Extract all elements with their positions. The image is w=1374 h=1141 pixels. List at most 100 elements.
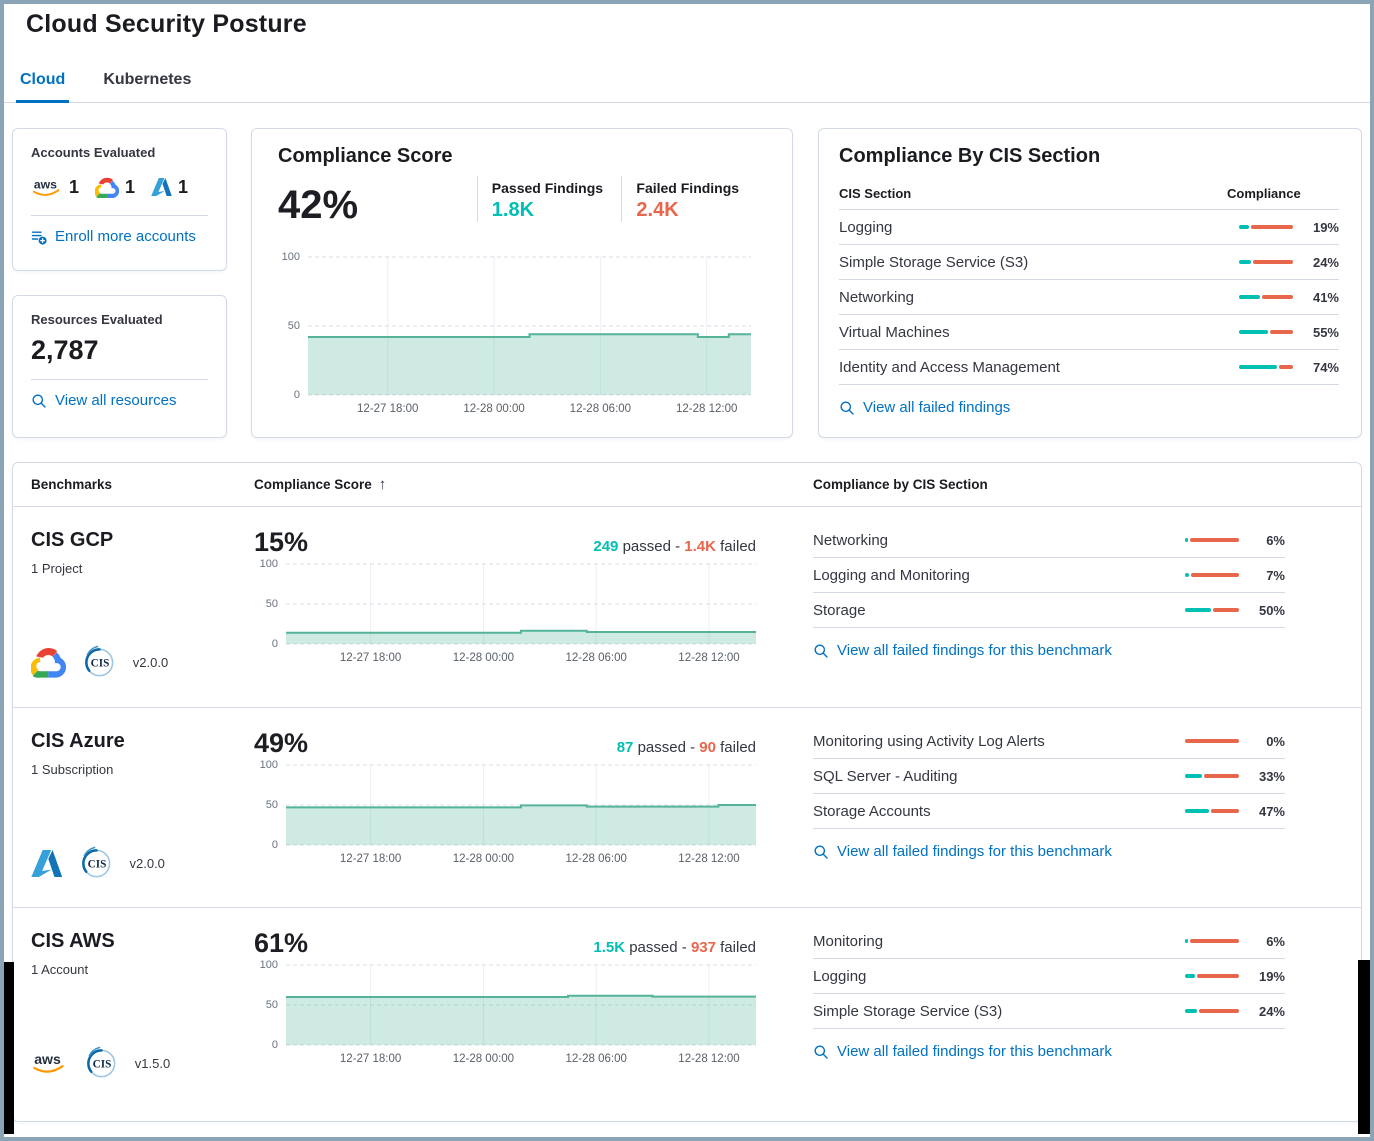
- benchmark-subtitle: 1 Subscription: [31, 762, 114, 777]
- cis-section-name: SQL Server - Auditing: [813, 767, 958, 785]
- cis-section-name: Monitoring using Activity Log Alerts: [813, 732, 1045, 750]
- bar-passed-segment: [1239, 330, 1268, 334]
- compliance-score-card: Compliance Score 42% Passed Findings 1.8…: [251, 128, 793, 438]
- compliance-score-title: Compliance Score: [278, 145, 453, 167]
- y-axis-tick-label: 100: [259, 558, 278, 570]
- bar-failed-segment: [1197, 974, 1239, 978]
- x-axis-tick-label: 12-28 12:00: [678, 652, 740, 664]
- benchmark-logos: CIS v2.0.0: [31, 645, 168, 680]
- compliance-percent: 19%: [1258, 968, 1285, 984]
- tab-kubernetes[interactable]: Kubernetes: [103, 71, 192, 88]
- svg-text:aws: aws: [34, 1052, 61, 1068]
- view-failed-findings-benchmark-link[interactable]: View all failed findings for this benchm…: [813, 843, 1112, 860]
- x-axis-tick-label: 12-28 12:00: [675, 403, 738, 415]
- resources-evaluated-value: 2,787: [31, 335, 99, 365]
- benchmark-cis-sections: Networking 6% Logging and Monitoring 7% …: [807, 507, 1361, 707]
- cis-table-body: Logging 19% Simple Storage Service (S3) …: [839, 210, 1339, 385]
- bar-passed-segment: [1239, 295, 1260, 299]
- compliance-bar: [1239, 260, 1293, 264]
- benchmark-info: CIS Azure 1 Subscription: [13, 708, 254, 907]
- compliance-percent: 6%: [1266, 532, 1285, 548]
- cis-section-name: Monitoring: [813, 932, 884, 950]
- table-row: Logging 19%: [839, 210, 1339, 245]
- benchmark-trend-chart: 0 50 100 12-27 18:00 12-28 00:00 12-28 06:00…: [254, 558, 807, 667]
- view-all-resources-label: View all resources: [55, 392, 177, 409]
- view-failed-findings-benchmark-link[interactable]: View all failed findings for this benchm…: [813, 642, 1112, 659]
- compliance-score-column-header[interactable]: Compliance Score ↑: [254, 476, 807, 493]
- aws-account-count: 1: [69, 176, 80, 197]
- compliance-percent: 6%: [1266, 933, 1285, 949]
- chart-y-axis: 0 50 100: [278, 251, 308, 401]
- benchmark-score-summary: 49% 87 passed - 90 failed: [254, 728, 756, 759]
- gcp-logo: [31, 647, 66, 678]
- tab-cloud[interactable]: Cloud: [16, 71, 70, 103]
- bar-failed-segment: [1199, 1009, 1239, 1013]
- chart-x-axis: 12-27 18:00 12-28 00:00 12-28 06:00 12-28 1…: [286, 846, 756, 868]
- bar-failed-segment: [1279, 365, 1293, 369]
- view-failed-findings-benchmark-link[interactable]: View all failed findings for this benchm…: [813, 1043, 1112, 1060]
- gcp-icon: [31, 648, 66, 678]
- benchmark-row-cis-gcp: CIS GCP 1 Project CIS v2.0.0 15% 249 pas…: [13, 507, 1361, 707]
- benchmark-version: v2.0.0: [129, 856, 165, 871]
- failed-findings-value: 2.4K: [636, 199, 679, 221]
- page-title: Cloud Security Posture: [26, 10, 307, 38]
- benchmark-version: v2.0.0: [132, 655, 169, 670]
- benchmark-score: 61%: [254, 928, 309, 958]
- benchmark-info: CIS AWS 1 Account: [13, 908, 254, 1121]
- cis-section-name: Networking: [839, 288, 915, 306]
- svg-text:CIS: CIS: [90, 657, 109, 669]
- compliance-bar: [1185, 608, 1239, 612]
- compliance-by-cis-section-card: Compliance By CIS Section CIS Section Co…: [818, 128, 1362, 438]
- compliance-bar: [1239, 225, 1293, 229]
- bar-failed-segment: [1190, 538, 1239, 542]
- cis-section-column-header: Compliance by CIS Section: [813, 477, 988, 492]
- benchmark-name: CIS Azure: [31, 730, 125, 752]
- failed-findings-label: Failed Findings: [636, 180, 740, 196]
- separator: -: [690, 739, 696, 756]
- passed-word: passed: [629, 939, 678, 956]
- benchmark-logos: aws CIS v1.5.0: [31, 1046, 170, 1081]
- failed-count: 937: [690, 939, 716, 956]
- view-all-failed-findings-link[interactable]: View all failed findings: [839, 399, 1010, 416]
- passed-word: passed: [622, 538, 671, 555]
- azure-account: 1: [151, 177, 188, 198]
- benchmark-name: CIS AWS: [31, 930, 115, 952]
- table-row: Monitoring 6%: [813, 924, 1285, 959]
- passed-word: passed: [637, 739, 686, 756]
- search-icon: [840, 401, 854, 415]
- benchmark-trend-chart: 0 50 100 12-27 18:00 12-28 00:00 12-28 06:00…: [254, 959, 807, 1068]
- compliance-bar: [1185, 538, 1239, 542]
- desktop-background-left: [4, 962, 14, 1134]
- x-axis-tick-label: 12-28 06:00: [565, 652, 627, 664]
- compliance-percent: 24%: [1312, 254, 1339, 270]
- x-axis-tick-label: 12-27 18:00: [339, 853, 402, 865]
- x-axis-tick-label: 12-28 00:00: [452, 652, 515, 664]
- compliance-bar: [1185, 974, 1239, 978]
- benchmark-score: 15%: [254, 527, 309, 557]
- cis-table-header: CIS Section Compliance: [839, 180, 1339, 210]
- compliance-score-summary: 42% Passed Findings 1.8K Failed Findings…: [278, 176, 766, 242]
- view-all-resources-link[interactable]: View all resources: [31, 392, 176, 409]
- x-axis-tick-label: 12-28 06:00: [569, 403, 632, 415]
- enroll-more-accounts-link[interactable]: Enroll more accounts: [31, 228, 196, 245]
- x-axis-tick-label: 12-28 06:00: [565, 853, 627, 865]
- benchmark-subtitle: 1 Account: [31, 962, 89, 977]
- table-row: Monitoring using Activity Log Alerts 0%: [813, 724, 1285, 759]
- benchmark-score-summary: 61% 1.5K passed - 937 failed: [254, 928, 756, 959]
- search-icon: [814, 845, 828, 859]
- cis-section-column-header: CIS Section: [839, 186, 912, 201]
- resources-evaluated-title: Resources Evaluated: [31, 312, 163, 327]
- failed-word: failed: [720, 538, 756, 555]
- compliance-score-value: 42%: [278, 183, 359, 227]
- failed-word: failed: [720, 739, 756, 756]
- failed-findings-stat: Failed Findings 2.4K: [621, 176, 766, 222]
- compliance-bar: [1185, 809, 1239, 813]
- search-icon-slot: [813, 643, 829, 659]
- chart-y-axis: 0 50 100: [254, 558, 286, 650]
- bar-failed-segment: [1262, 295, 1293, 299]
- sort-ascending-icon: ↑: [378, 476, 387, 493]
- aws-logo: aws: [31, 177, 63, 198]
- table-row: Storage Accounts 47%: [813, 794, 1285, 829]
- bar-passed-segment: [1185, 974, 1195, 978]
- view-all-failed-findings-label: View all failed findings: [863, 399, 1011, 416]
